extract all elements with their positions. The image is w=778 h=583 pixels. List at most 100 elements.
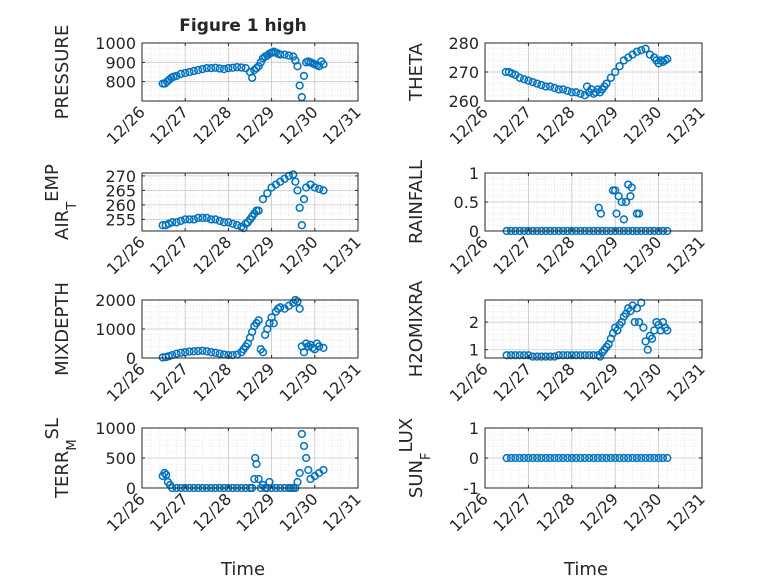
data-point: [627, 183, 636, 192]
data-point: [254, 316, 263, 325]
y-axis-label: AIRTEMP: [42, 164, 80, 240]
data-point: [239, 223, 248, 233]
data-point: [519, 75, 529, 84]
panels-container: 800900100012/2612/2712/2812/2912/3012/31…: [42, 25, 709, 536]
data-point: [637, 453, 646, 463]
data-point: [519, 351, 529, 360]
data-point: [202, 63, 211, 73]
data-point: [541, 453, 550, 463]
data-point: [506, 351, 516, 360]
data-point: [297, 429, 306, 439]
data-point: [611, 453, 620, 463]
data-point: [185, 347, 194, 356]
data-point: [645, 453, 655, 463]
data-point: [314, 342, 324, 351]
data-point: [310, 183, 319, 192]
y-tick-label: 0: [469, 222, 479, 241]
data-point: [532, 352, 542, 361]
data-point: [206, 215, 216, 224]
data-point: [189, 215, 198, 224]
data-point: [580, 453, 589, 463]
series-markers: [502, 298, 672, 361]
data-point: [567, 351, 576, 360]
data-point: [596, 209, 606, 218]
x-tick-label: 12/29: [232, 102, 278, 148]
data-point: [615, 62, 624, 71]
x-tick-label: 12/28: [189, 232, 235, 278]
data-point: [224, 63, 233, 73]
data-point: [198, 213, 207, 223]
subplot-4: 00.5112/2612/2712/2812/2912/3012/31RAINF…: [406, 160, 709, 278]
data-point: [502, 453, 511, 463]
data-point: [528, 453, 537, 463]
y-tick-label: 255: [105, 210, 136, 229]
x-tick-label: 12/27: [146, 359, 192, 405]
y-tick-label: 1: [469, 164, 479, 183]
data-point: [663, 326, 672, 335]
data-point: [571, 453, 581, 463]
data-point: [541, 352, 550, 361]
data-point: [554, 351, 563, 360]
data-point: [211, 215, 220, 224]
data-point: [511, 351, 520, 360]
y-tick-label: 1000: [95, 419, 136, 438]
x-tick-label: 12/29: [576, 489, 622, 535]
data-point: [194, 346, 203, 356]
data-point: [232, 63, 242, 72]
x-tick-label: 12/30: [619, 102, 665, 148]
data-point: [537, 352, 546, 361]
data-point: [198, 64, 207, 74]
data-point: [511, 453, 520, 463]
x-tick-label: 12/27: [489, 359, 535, 405]
y-tick-label: 270: [105, 167, 136, 186]
data-point: [593, 453, 602, 463]
data-point: [515, 351, 524, 360]
data-point: [617, 197, 626, 207]
x-tick-label: 12/27: [146, 232, 192, 278]
data-point: [619, 453, 629, 463]
x-tick-label: 12/31: [663, 232, 709, 278]
x-tick-label: 12/27: [489, 102, 535, 148]
data-point: [650, 453, 659, 463]
y-axis-label: SUNFLUX: [396, 418, 434, 498]
y-tick-label: 265: [105, 181, 136, 200]
data-point: [185, 67, 194, 77]
y-tick-label: 1: [469, 419, 479, 438]
data-point: [602, 453, 611, 463]
data-point: [176, 348, 186, 357]
data-point: [580, 351, 589, 360]
data-point: [641, 337, 650, 346]
data-point: [176, 216, 186, 226]
x-tick-label: 12/29: [232, 232, 278, 278]
data-point: [172, 71, 181, 81]
data-point: [637, 46, 646, 55]
data-point: [295, 203, 304, 212]
x-tick-label: 12/30: [619, 489, 665, 535]
data-point: [654, 453, 663, 463]
y-tick-label: 2000: [95, 291, 136, 310]
data-point: [258, 194, 268, 204]
data-point: [206, 348, 216, 357]
data-point: [215, 216, 224, 226]
data-point: [291, 177, 300, 186]
data-point: [558, 453, 568, 463]
data-point: [219, 64, 229, 74]
data-point: [550, 83, 559, 93]
data-point: [576, 351, 585, 360]
x-tick-label: 12/31: [663, 489, 709, 535]
subplot-7: 0500100012/2612/2712/2812/2912/3012/31TE…: [42, 418, 365, 535]
data-point: [611, 186, 620, 195]
data-point: [295, 81, 304, 90]
data-point: [663, 54, 672, 64]
data-point: [567, 88, 576, 97]
data-point: [224, 218, 233, 227]
data-point: [297, 221, 306, 230]
data-point: [185, 215, 194, 224]
data-point: [202, 213, 211, 223]
data-point: [302, 453, 311, 463]
data-point: [637, 298, 646, 307]
x-tick-label: 12/26: [103, 102, 149, 148]
data-point: [576, 89, 585, 98]
data-point: [545, 453, 555, 463]
